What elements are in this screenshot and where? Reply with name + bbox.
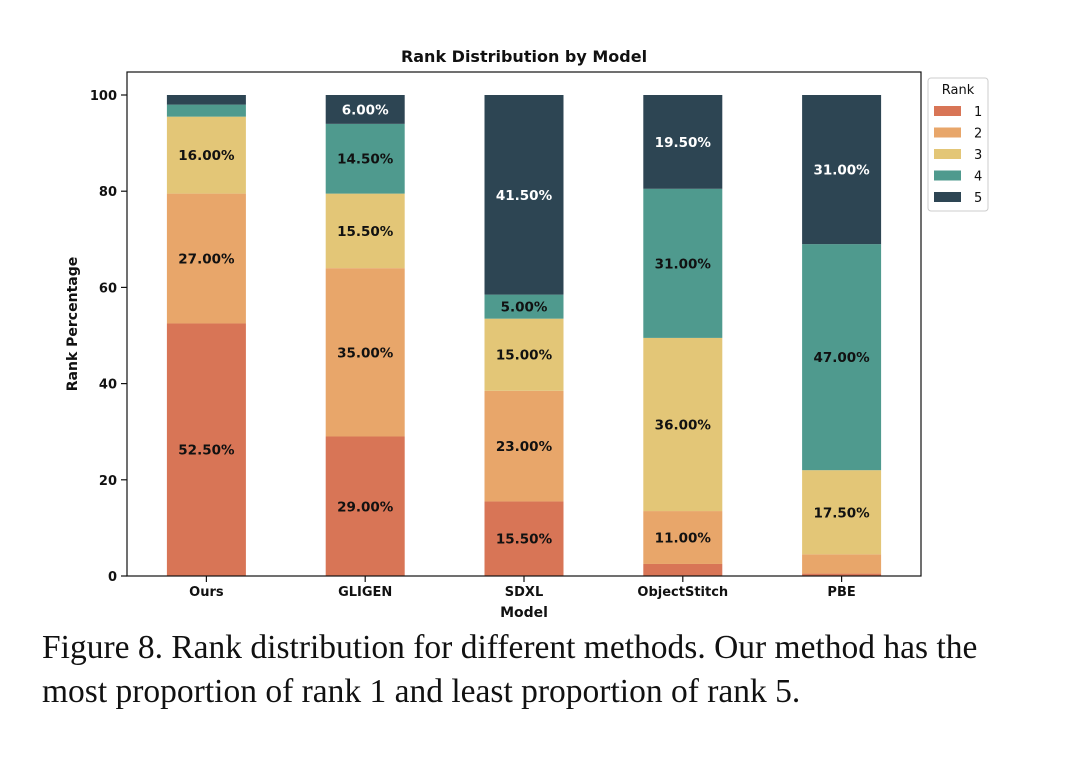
bar-label-sdxl-rank-4: 5.00%	[501, 300, 548, 316]
bar-pbe-rank-3	[802, 470, 882, 555]
y-axis-label: Rank Percentage	[65, 257, 81, 391]
bar-sdxl-rank-5	[484, 95, 564, 295]
x-tick-label-gligen: GLIGEN	[338, 585, 392, 600]
y-tick-label: 40	[99, 378, 117, 393]
bar-pbe-rank-1	[802, 573, 882, 576]
x-tick-label-objectstitch: ObjectStitch	[637, 585, 728, 600]
x-axis-label: Model	[500, 605, 548, 620]
legend-label-rank-5: 5	[974, 191, 982, 206]
bar-label-objectstitch-rank-4: 31.00%	[655, 256, 712, 272]
bar-ours-rank-1	[166, 323, 246, 576]
bar-label-sdxl-rank-5: 41.50%	[496, 188, 553, 204]
legend-label-rank-3: 3	[974, 148, 982, 163]
bar-ours-rank-4	[166, 104, 246, 117]
bar-gligen-rank-3	[325, 193, 405, 269]
bar-objectstitch-rank-2	[643, 511, 723, 564]
bar-sdxl-rank-2	[484, 390, 564, 502]
legend-swatch-rank-4	[934, 170, 961, 181]
bar-label-ours-rank-3: 16.00%	[178, 148, 235, 164]
y-tick-label: 100	[90, 89, 117, 104]
bar-label-pbe-rank-5: 31.00%	[813, 163, 870, 179]
bar-pbe-rank-4	[802, 244, 882, 471]
bar-objectstitch-rank-5	[643, 95, 723, 189]
bar-ours-rank-3	[166, 116, 246, 194]
x-tick-label-pbe: PBE	[827, 585, 855, 600]
bar-gligen-rank-5	[325, 95, 405, 124]
y-tick-label: 20	[99, 474, 117, 489]
figure-caption: Figure 8. Rank distribution for differen…	[42, 629, 978, 710]
bar-label-gligen-rank-5: 6.00%	[342, 102, 389, 118]
bar-gligen-rank-2	[325, 268, 405, 437]
bar-label-pbe-rank-4: 47.00%	[813, 350, 870, 366]
bars-layer: 52.50% 27.00% 16.00% 29.00% 35.00% 15.50% 14.5…	[166, 95, 882, 576]
legend-label-rank-4: 4	[974, 170, 982, 185]
bar-label-sdxl-rank-2: 23.00%	[496, 439, 553, 455]
bar-label-gligen-rank-3: 15.50%	[337, 224, 394, 240]
bar-label-objectstitch-rank-5: 19.50%	[655, 135, 712, 151]
bar-sdxl-rank-3	[484, 318, 564, 391]
bar-gligen-rank-1	[325, 436, 405, 576]
chart-title: Rank Distribution by Model	[401, 47, 647, 66]
bar-pbe-rank-2	[802, 554, 882, 574]
legend-label-rank-2: 2	[974, 127, 982, 142]
y-tick-label: 80	[99, 185, 117, 200]
x-tick-label-sdxl: SDXL	[505, 585, 543, 600]
bar-label-gligen-rank-4: 14.50%	[337, 152, 394, 168]
bar-objectstitch-rank-3	[643, 337, 723, 512]
bar-label-objectstitch-rank-3: 36.00%	[655, 417, 712, 433]
axes-layer: 0 20 40 60 80 100 Ours GLIGEN SDXL ObjectStitch PB…	[90, 71, 922, 600]
legend-title: Rank	[942, 83, 975, 98]
bar-label-sdxl-rank-3: 15.00%	[496, 348, 553, 364]
bar-label-ours-rank-2: 27.00%	[178, 252, 235, 268]
bar-ours-rank-5	[166, 95, 246, 105]
x-tick-label-ours: Ours	[189, 585, 224, 600]
bar-label-gligen-rank-1: 29.00%	[337, 499, 394, 515]
bar-label-pbe-rank-3: 17.50%	[813, 505, 870, 521]
legend-swatch-rank-5	[934, 192, 961, 202]
bar-label-objectstitch-rank-2: 11.00%	[655, 531, 712, 547]
bar-objectstitch-rank-1	[643, 563, 723, 576]
rank-distribution-chart: Rank Distribution by Model 52.50% 27.00% 1…	[65, 47, 989, 620]
bar-label-ours-rank-1: 52.50%	[178, 443, 235, 459]
bar-sdxl-rank-4	[484, 294, 564, 319]
legend: Rank 1 2 3 4 5	[927, 77, 989, 212]
legend-label-rank-1: 1	[974, 105, 982, 120]
bar-label-sdxl-rank-1: 15.50%	[496, 532, 553, 548]
bar-sdxl-rank-1	[484, 501, 564, 576]
y-tick-label: 60	[99, 281, 117, 296]
legend-swatch-rank-1	[934, 106, 961, 116]
legend-swatch-rank-3	[934, 149, 961, 159]
y-tick-label: 0	[108, 570, 117, 585]
bar-pbe-rank-5	[802, 95, 882, 245]
bar-label-gligen-rank-2: 35.00%	[337, 345, 394, 361]
legend-swatch-rank-2	[934, 127, 961, 138]
bar-ours-rank-2	[166, 193, 246, 324]
bar-gligen-rank-4	[325, 123, 405, 194]
bar-objectstitch-rank-4	[643, 188, 723, 338]
